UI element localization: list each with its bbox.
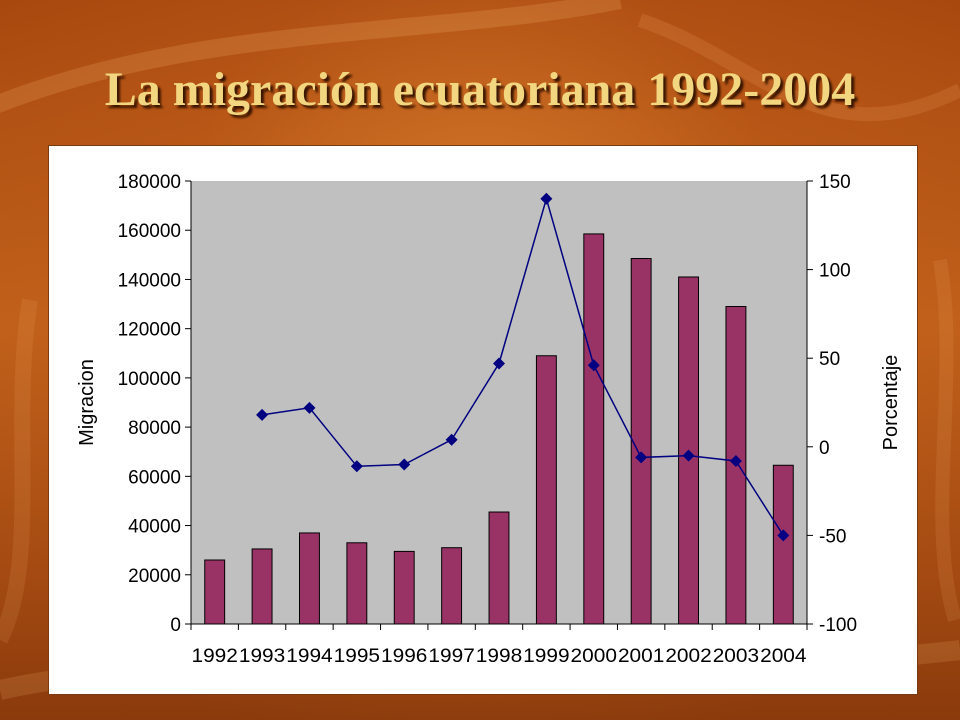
right-tick-label: -50 bbox=[819, 526, 846, 547]
line-path bbox=[261, 195, 784, 536]
line-point-1996 bbox=[398, 458, 411, 471]
left-tick-label: 80000 bbox=[128, 418, 181, 439]
x-tick-label: 2000 bbox=[571, 646, 617, 667]
x-axis: 1992 1993 1994 1995 1996 1997 1998 1999 2000 2001… bbox=[190, 623, 808, 667]
line-point-1997 bbox=[445, 433, 458, 446]
x-tick-label: 1999 bbox=[523, 646, 569, 667]
bar-2004 bbox=[772, 464, 794, 625]
x-tick-label: 2004 bbox=[760, 646, 807, 667]
x-tick-label: 1997 bbox=[428, 646, 474, 667]
line-point-1993 bbox=[256, 408, 269, 421]
left-tick-label: 120000 bbox=[118, 320, 181, 341]
left-tick-label: 160000 bbox=[118, 221, 181, 242]
line-point-2004 bbox=[777, 529, 790, 542]
left-tick-label: 180000 bbox=[118, 172, 181, 193]
right-tick-label: 0 bbox=[819, 438, 830, 459]
right-tick-label: -100 bbox=[819, 615, 857, 636]
line-point-2002 bbox=[682, 449, 695, 462]
bar-1996 bbox=[393, 550, 415, 625]
right-tick-label: 150 bbox=[819, 172, 851, 193]
right-axis: -100 -50 0 50 100 150 bbox=[806, 172, 857, 636]
line-point-2000 bbox=[587, 359, 600, 372]
slide-title: La migración ecuatoriana 1992-2004 bbox=[104, 63, 856, 116]
migration-chart: 0200004000060000800001000001200001400001… bbox=[76, 172, 902, 667]
line-point-2003 bbox=[729, 454, 742, 467]
left-tick-label: 140000 bbox=[118, 270, 181, 291]
left-tick-label: 0 bbox=[170, 615, 181, 636]
left-axis: 0 20000 40000 60000 80000 100000 120000 140000 1… bbox=[118, 172, 192, 636]
y-axis-title: Migracion bbox=[76, 359, 98, 446]
bar-1994 bbox=[299, 532, 320, 625]
line-point-1998 bbox=[493, 357, 505, 370]
bar-1992 bbox=[204, 559, 226, 625]
right-tick-label: 50 bbox=[819, 349, 840, 370]
right-tick-label: 100 bbox=[819, 261, 851, 282]
x-tick-label: 1994 bbox=[286, 646, 333, 667]
bar-2001 bbox=[630, 258, 652, 625]
bar-1998 bbox=[488, 511, 510, 625]
left-tick-label: 60000 bbox=[128, 467, 181, 488]
line-point-1994 bbox=[303, 401, 316, 414]
line-point-2001 bbox=[635, 451, 648, 464]
line-series bbox=[256, 192, 790, 542]
chart-panel: 0 20000 40000 60000 80000 100000 120000 140000 1… bbox=[48, 145, 918, 695]
x-tick-label: 2001 bbox=[618, 646, 664, 667]
x-tick-label: 1998 bbox=[476, 646, 522, 667]
line-point-1999 bbox=[540, 192, 553, 205]
left-tick-label: 40000 bbox=[128, 517, 181, 538]
x-tick-label: 1995 bbox=[334, 646, 380, 667]
left-tick-label: 20000 bbox=[128, 566, 181, 587]
x-tick-label: 2003 bbox=[713, 646, 759, 667]
x-tick-label: 1993 bbox=[239, 646, 285, 667]
bar-1997 bbox=[441, 547, 463, 625]
x-tick-label: 1992 bbox=[192, 646, 238, 667]
x-tick-label: 2002 bbox=[665, 646, 711, 667]
bar-2000 bbox=[583, 233, 605, 625]
y2-axis-title: Porcentaje bbox=[880, 355, 902, 451]
bar-1995 bbox=[346, 542, 368, 625]
bar-1999 bbox=[535, 355, 557, 625]
bar-1993 bbox=[251, 548, 273, 625]
left-tick-label: 100000 bbox=[118, 369, 181, 390]
line-point-1995 bbox=[350, 460, 363, 473]
x-tick-label: 1996 bbox=[381, 646, 427, 667]
